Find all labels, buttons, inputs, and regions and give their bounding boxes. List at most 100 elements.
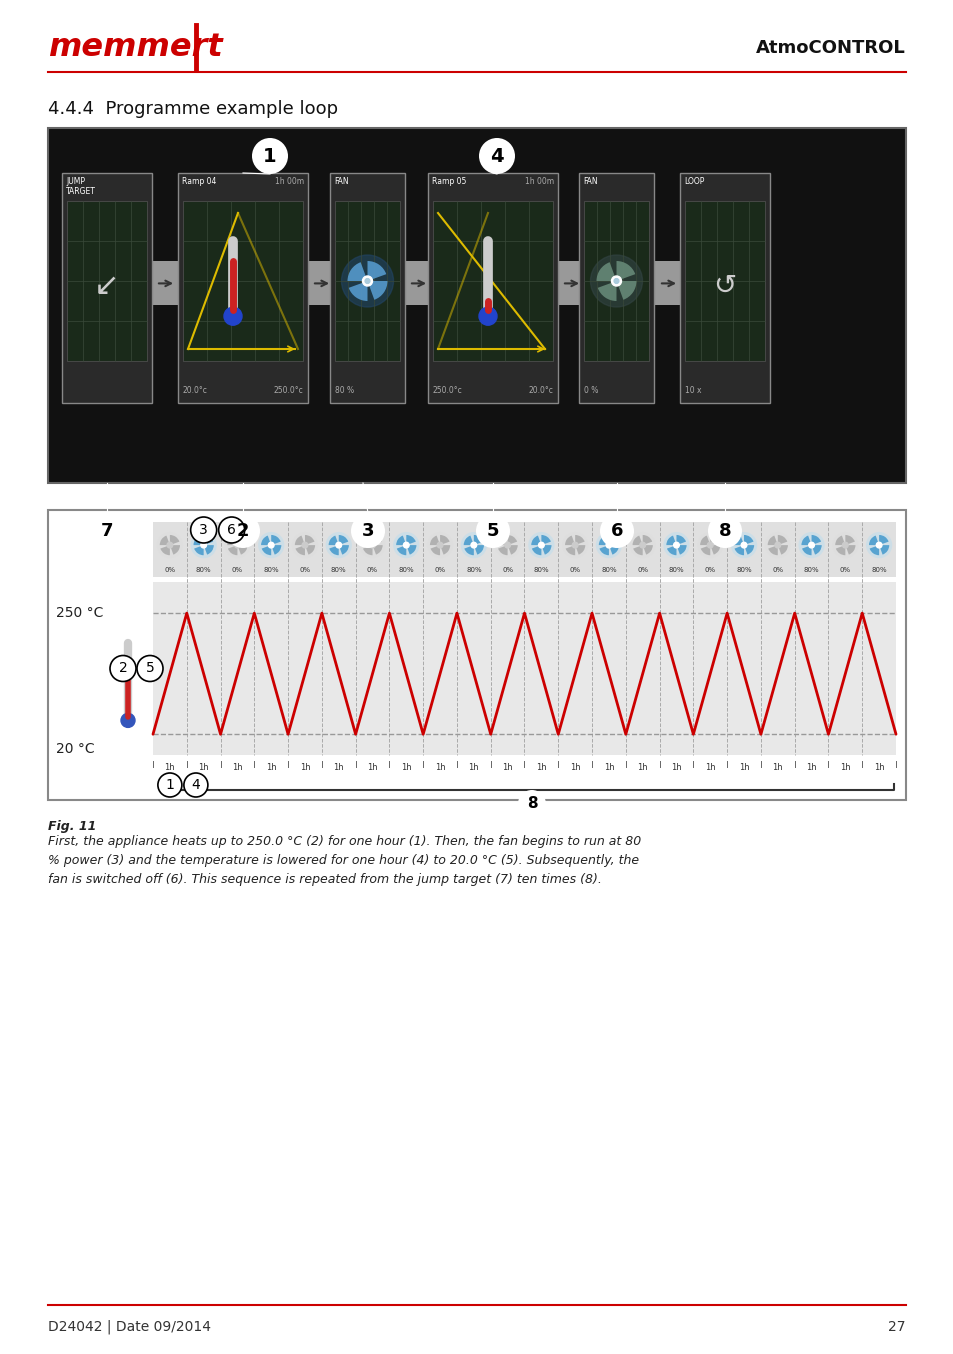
Text: 1h: 1h (232, 764, 242, 772)
Wedge shape (844, 535, 854, 546)
Circle shape (476, 515, 510, 548)
Wedge shape (395, 536, 406, 546)
Wedge shape (363, 546, 372, 555)
Circle shape (226, 515, 260, 548)
Wedge shape (540, 546, 551, 555)
Circle shape (110, 655, 136, 681)
Circle shape (599, 515, 634, 548)
Wedge shape (834, 536, 844, 546)
FancyBboxPatch shape (67, 200, 147, 362)
Wedge shape (767, 546, 777, 555)
Wedge shape (869, 546, 879, 555)
Wedge shape (430, 536, 439, 546)
Wedge shape (406, 535, 416, 546)
Text: Fig. 11: Fig. 11 (48, 821, 96, 833)
Text: 250 °C: 250 °C (56, 607, 103, 620)
Circle shape (191, 532, 216, 558)
Circle shape (258, 532, 284, 558)
Wedge shape (430, 546, 439, 555)
Text: 80%: 80% (803, 567, 819, 573)
FancyBboxPatch shape (433, 200, 553, 362)
Wedge shape (665, 536, 676, 546)
Wedge shape (203, 546, 213, 555)
Wedge shape (540, 535, 550, 546)
Circle shape (218, 517, 244, 543)
Text: Ramp 04: Ramp 04 (182, 177, 216, 185)
Text: 1h 00m: 1h 00m (274, 177, 304, 185)
Wedge shape (879, 535, 887, 546)
FancyBboxPatch shape (152, 582, 895, 756)
Circle shape (538, 542, 543, 548)
Wedge shape (305, 535, 314, 546)
Text: First, the appliance heats up to 250.0 °C (2) for one hour (1). Then, the fan be: First, the appliance heats up to 250.0 °… (48, 835, 640, 886)
Text: 0%: 0% (434, 567, 445, 573)
Wedge shape (170, 535, 179, 546)
Circle shape (292, 532, 317, 558)
Wedge shape (237, 535, 247, 546)
Text: memmert: memmert (48, 32, 222, 64)
Circle shape (673, 542, 679, 548)
Circle shape (393, 532, 419, 558)
Circle shape (730, 532, 757, 558)
Wedge shape (767, 536, 777, 546)
Wedge shape (367, 261, 386, 282)
Wedge shape (632, 536, 642, 546)
Text: 80 %: 80 % (335, 386, 354, 395)
Text: LOOP: LOOP (683, 177, 703, 185)
Wedge shape (507, 535, 517, 546)
Text: 1h: 1h (165, 764, 175, 772)
Text: 1h: 1h (400, 764, 411, 772)
Text: 1h: 1h (299, 764, 310, 772)
Text: 0%: 0% (232, 567, 243, 573)
Text: 1h: 1h (704, 764, 715, 772)
Wedge shape (575, 546, 585, 555)
Text: 1h: 1h (603, 764, 614, 772)
Text: 6: 6 (610, 523, 622, 540)
Circle shape (335, 542, 341, 548)
Text: 1h: 1h (569, 764, 579, 772)
Circle shape (774, 542, 780, 548)
Text: 20.0°c: 20.0°c (528, 386, 553, 395)
Circle shape (876, 542, 881, 548)
Wedge shape (564, 536, 575, 546)
Circle shape (137, 655, 163, 681)
Text: 2: 2 (236, 523, 249, 540)
FancyBboxPatch shape (679, 173, 769, 403)
Text: 1h: 1h (266, 764, 276, 772)
FancyBboxPatch shape (655, 261, 680, 306)
Text: 80%: 80% (600, 567, 616, 573)
Wedge shape (347, 263, 367, 282)
Circle shape (561, 532, 588, 558)
Wedge shape (328, 536, 338, 546)
Wedge shape (743, 546, 754, 555)
Wedge shape (844, 546, 855, 555)
Wedge shape (598, 282, 616, 301)
Wedge shape (367, 282, 387, 299)
Circle shape (478, 138, 515, 175)
Text: ↺: ↺ (713, 272, 736, 301)
Circle shape (528, 532, 554, 558)
Circle shape (798, 532, 823, 558)
Text: 0%: 0% (637, 567, 648, 573)
Wedge shape (531, 536, 540, 546)
Wedge shape (801, 536, 811, 546)
Wedge shape (616, 282, 636, 299)
Circle shape (572, 542, 578, 548)
Text: 80%: 80% (736, 567, 751, 573)
Circle shape (234, 542, 240, 548)
Wedge shape (338, 535, 348, 546)
Circle shape (504, 542, 510, 548)
FancyBboxPatch shape (183, 200, 303, 362)
Text: 80%: 80% (668, 567, 683, 573)
Text: 20.0°c: 20.0°c (183, 386, 208, 395)
Circle shape (614, 279, 618, 283)
Text: 1: 1 (165, 779, 174, 792)
Wedge shape (676, 535, 685, 546)
Text: 80%: 80% (533, 567, 549, 573)
FancyBboxPatch shape (152, 523, 895, 577)
Wedge shape (464, 546, 474, 555)
Text: Ramp 05: Ramp 05 (432, 177, 466, 185)
Text: ↙: ↙ (94, 272, 120, 301)
Wedge shape (709, 546, 720, 555)
Wedge shape (160, 546, 170, 555)
